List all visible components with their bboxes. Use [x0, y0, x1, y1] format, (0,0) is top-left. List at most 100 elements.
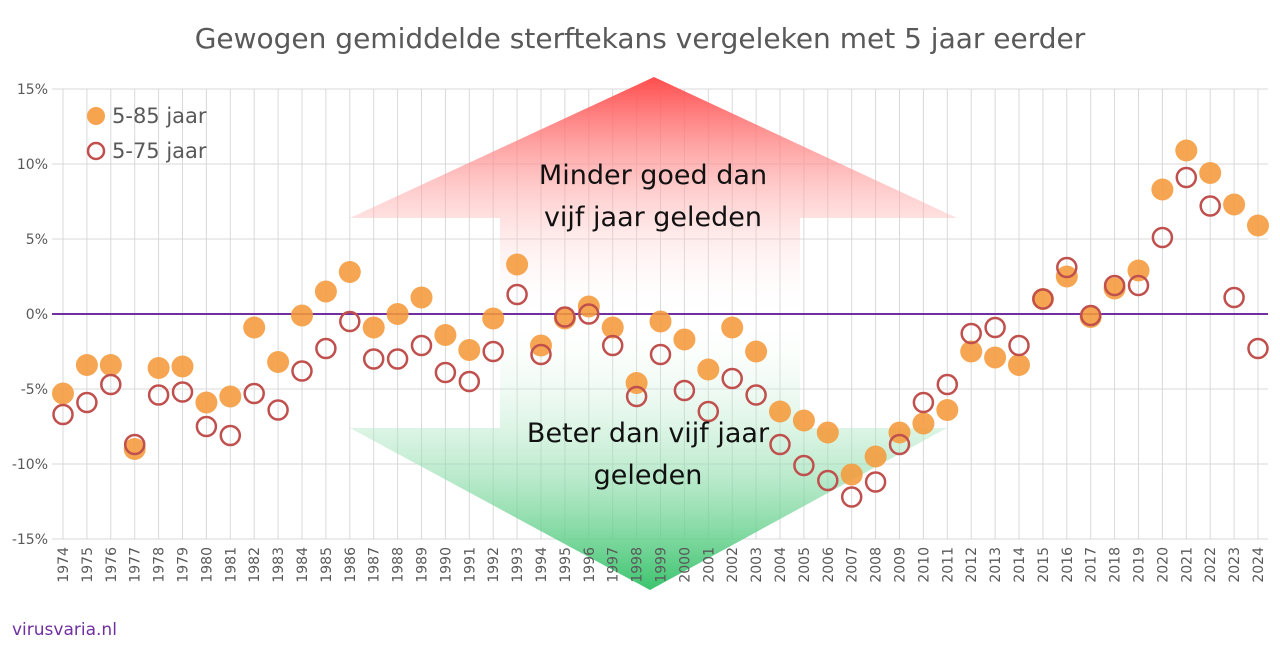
point-5-75-1993 — [506, 283, 528, 306]
point-5-75-1986 — [339, 310, 361, 333]
point-5-75-1980 — [195, 415, 218, 438]
point-5-85-1996 — [577, 295, 600, 318]
point-5-85-1989 — [410, 286, 433, 309]
x-tick-label: 1984 — [295, 547, 311, 583]
x-tick-label: 1991 — [462, 547, 478, 583]
x-tick-label: 1987 — [367, 547, 383, 583]
point-5-85-2015 — [1031, 288, 1054, 310]
x-tick-label: 1979 — [176, 547, 192, 583]
point-5-75-2018 — [1103, 274, 1126, 297]
x-tick-label: 1985 — [319, 547, 335, 583]
point-5-85-2021 — [1175, 139, 1198, 162]
x-tick-label: 1982 — [247, 547, 263, 583]
point-5-75-2000 — [673, 379, 696, 402]
chart-title: Gewogen gemiddelde sterftekans vergeleke… — [195, 22, 1086, 55]
point-5-75-1997 — [601, 334, 624, 357]
axis-labels: 1974 1975 1976 1977 1978 1979 1980 1981 1982 1983… — [12, 82, 1267, 583]
point-5-75-1987 — [362, 348, 385, 370]
point-5-75-2011 — [936, 373, 959, 396]
point-5-85-1984 — [291, 304, 313, 327]
point-5-75-1978 — [147, 384, 170, 406]
point-5-75-1989 — [410, 334, 433, 357]
y-tick-label: -5% — [21, 382, 48, 398]
point-5-85-1978 — [147, 357, 170, 379]
point-5-85-1975 — [75, 354, 98, 376]
x-tick-label: 2011 — [940, 547, 956, 583]
annotation-down-line1: Beter dan vijf jaar — [527, 418, 770, 449]
annotation-up-line1: Minder goed dan — [539, 160, 767, 191]
point-5-85-1993 — [506, 253, 529, 276]
x-tick-label: 2005 — [797, 547, 813, 583]
x-tick-label: 1990 — [438, 547, 454, 583]
point-5-75-1988 — [386, 348, 409, 370]
point-5-75-1985 — [315, 337, 337, 360]
point-5-85-2008 — [864, 445, 887, 468]
point-5-75-2020 — [1151, 226, 1174, 249]
point-5-75-1992 — [482, 340, 504, 363]
point-5-85-1990 — [434, 324, 457, 346]
point-5-75-1979 — [171, 381, 194, 403]
point-5-85-2011 — [936, 399, 959, 421]
point-5-85-1987 — [362, 316, 385, 339]
point-5-75-2024 — [1247, 337, 1269, 360]
x-tick-label: 2008 — [869, 547, 885, 583]
point-5-85-2001 — [697, 358, 720, 381]
point-5-85-2002 — [721, 316, 744, 339]
y-tick-label: 15% — [17, 82, 48, 98]
x-tick-label: 1980 — [199, 547, 215, 583]
point-5-85-2022 — [1199, 162, 1222, 184]
point-5-85-1976 — [99, 354, 122, 376]
x-tick-label: 1996 — [582, 547, 598, 583]
x-tick-label: 2024 — [1251, 547, 1267, 583]
x-tick-label: 2017 — [1084, 547, 1100, 583]
x-tick-label: 1974 — [56, 547, 72, 583]
x-tick-label: 1981 — [223, 547, 239, 583]
point-5-75-2012 — [960, 322, 982, 345]
x-tick-label: 2009 — [893, 547, 909, 583]
x-tick-label: 2016 — [1060, 547, 1076, 583]
point-5-75-1999 — [649, 343, 672, 366]
x-tick-label: 1975 — [80, 547, 96, 583]
x-tick-label: 2002 — [725, 547, 741, 583]
watermark: virusvaria.nl — [12, 620, 117, 640]
point-5-85-2014 — [1008, 354, 1030, 376]
point-5-75-2009 — [888, 433, 911, 456]
legend: 5-85 jaar 5-75 jaar — [86, 104, 207, 163]
point-5-75-2019 — [1127, 274, 1150, 297]
x-tick-label: 2021 — [1179, 547, 1195, 583]
x-tick-label: 2003 — [749, 547, 765, 583]
x-tick-label: 1999 — [654, 547, 670, 583]
point-5-75-1991 — [458, 370, 481, 393]
annotation-up-line2: vijf jaar geleden — [544, 202, 762, 233]
point-5-75-1995 — [554, 306, 576, 328]
x-tick-label: 2013 — [988, 547, 1004, 583]
x-tick-label: 2014 — [1012, 547, 1028, 583]
x-tick-label: 1998 — [630, 547, 646, 583]
point-5-85-2003 — [745, 340, 768, 363]
data-marks — [52, 139, 1269, 508]
point-5-85-2019 — [1127, 259, 1150, 282]
annotation-down-line2: geleden — [594, 460, 703, 491]
x-tick-label: 2000 — [677, 547, 693, 583]
point-5-75-2016 — [1056, 256, 1078, 279]
point-5-85-2007 — [840, 463, 863, 486]
point-5-85-1985 — [314, 280, 337, 303]
y-tick-label: 5% — [26, 232, 48, 248]
point-5-75-1994 — [530, 343, 552, 366]
point-5-85-2004 — [769, 400, 791, 423]
legend-label-5-85: 5-85 jaar — [112, 104, 207, 128]
point-5-75-2007 — [840, 486, 863, 508]
y-tick-label: 0% — [26, 307, 48, 323]
point-5-85-1999 — [649, 310, 672, 333]
point-5-85-1983 — [267, 351, 290, 373]
x-tick-label: 2010 — [916, 547, 932, 583]
x-tick-label: 2006 — [821, 547, 837, 583]
x-tick-label: 1986 — [343, 547, 359, 583]
point-5-75-2005 — [793, 454, 815, 477]
legend-marker-5-75 — [86, 141, 106, 161]
point-5-85-2020 — [1151, 178, 1174, 201]
point-5-75-2006 — [817, 469, 839, 492]
point-5-85-2013 — [984, 346, 1007, 369]
x-tick-label: 2007 — [845, 547, 861, 583]
